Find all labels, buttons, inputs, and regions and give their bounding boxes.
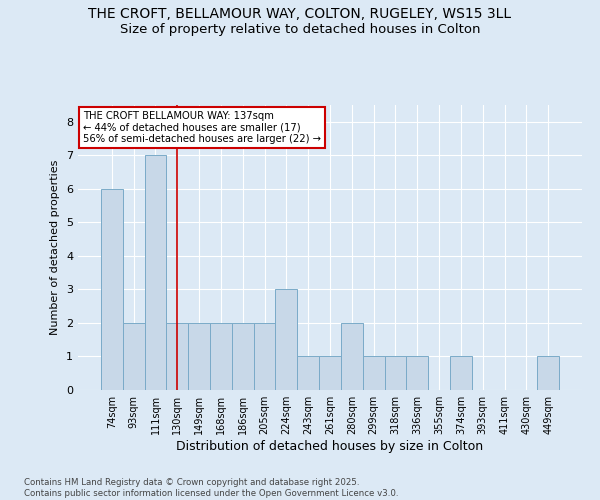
X-axis label: Distribution of detached houses by size in Colton: Distribution of detached houses by size … — [176, 440, 484, 453]
Bar — [363, 356, 385, 390]
Text: Contains HM Land Registry data © Crown copyright and database right 2025.
Contai: Contains HM Land Registry data © Crown c… — [24, 478, 398, 498]
Bar — [210, 323, 232, 390]
Text: THE CROFT BELLAMOUR WAY: 137sqm
← 44% of detached houses are smaller (17)
56% of: THE CROFT BELLAMOUR WAY: 137sqm ← 44% of… — [83, 110, 321, 144]
Text: THE CROFT, BELLAMOUR WAY, COLTON, RUGELEY, WS15 3LL: THE CROFT, BELLAMOUR WAY, COLTON, RUGELE… — [88, 8, 512, 22]
Bar — [341, 323, 363, 390]
Bar — [254, 323, 275, 390]
Bar — [145, 156, 166, 390]
Bar — [232, 323, 254, 390]
Bar — [166, 323, 188, 390]
Bar — [450, 356, 472, 390]
Bar — [275, 290, 297, 390]
Bar — [319, 356, 341, 390]
Bar — [101, 189, 123, 390]
Bar — [297, 356, 319, 390]
Bar — [188, 323, 210, 390]
Bar — [406, 356, 428, 390]
Bar — [537, 356, 559, 390]
Bar — [385, 356, 406, 390]
Text: Size of property relative to detached houses in Colton: Size of property relative to detached ho… — [120, 22, 480, 36]
Bar — [123, 323, 145, 390]
Y-axis label: Number of detached properties: Number of detached properties — [50, 160, 61, 335]
